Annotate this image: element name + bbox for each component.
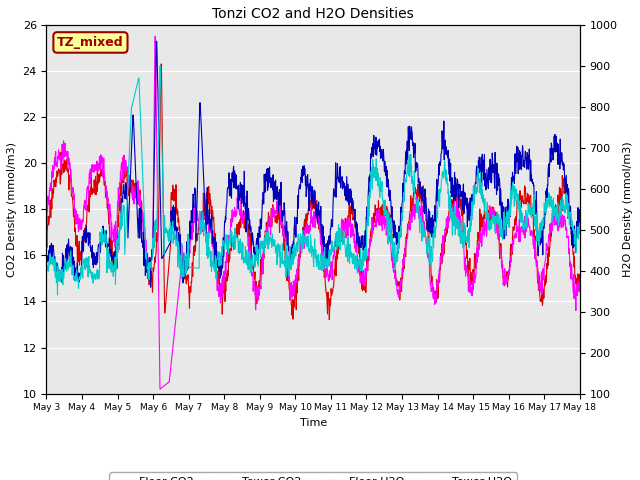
Floor CO2 bbox=[280, 247, 288, 253]
X-axis label: Time: Time bbox=[300, 418, 327, 428]
Tower H2O bbox=[291, 255, 298, 261]
Tower CO2 bbox=[156, 386, 164, 392]
Tower CO2 bbox=[43, 217, 51, 223]
Line: Tower CO2: Tower CO2 bbox=[47, 36, 580, 389]
Tower H2O bbox=[576, 221, 584, 227]
Floor H2O bbox=[281, 204, 289, 210]
Tower CO2 bbox=[151, 34, 159, 39]
Floor CO2 bbox=[269, 205, 277, 211]
Text: TZ_mixed: TZ_mixed bbox=[57, 36, 124, 49]
Tower H2O bbox=[106, 262, 114, 268]
Floor H2O bbox=[43, 264, 51, 270]
Line: Floor CO2: Floor CO2 bbox=[47, 64, 580, 320]
Legend: Floor CO2, Tower CO2, Floor H2O, Tower H2O: Floor CO2, Tower CO2, Floor H2O, Tower H… bbox=[109, 472, 516, 480]
Y-axis label: H2O Density (mmol/m3): H2O Density (mmol/m3) bbox=[623, 142, 633, 277]
Tower H2O bbox=[54, 292, 61, 298]
Floor H2O bbox=[269, 199, 277, 204]
Line: Tower H2O: Tower H2O bbox=[47, 66, 580, 295]
Floor H2O bbox=[84, 230, 92, 236]
Tower CO2 bbox=[291, 292, 298, 298]
Floor H2O bbox=[152, 38, 160, 44]
Tower H2O bbox=[281, 264, 289, 270]
Tower CO2 bbox=[347, 235, 355, 240]
Floor CO2 bbox=[326, 317, 333, 323]
Floor CO2 bbox=[106, 226, 113, 231]
Line: Floor H2O: Floor H2O bbox=[47, 41, 580, 287]
Floor H2O bbox=[106, 235, 113, 241]
Floor CO2 bbox=[290, 304, 298, 310]
Tower CO2 bbox=[269, 204, 277, 209]
Floor H2O bbox=[576, 207, 584, 213]
Y-axis label: CO2 Density (mmol/m3): CO2 Density (mmol/m3) bbox=[7, 142, 17, 277]
Floor CO2 bbox=[43, 234, 51, 240]
Floor H2O bbox=[147, 284, 154, 290]
Floor CO2 bbox=[347, 204, 355, 210]
Title: Tonzi CO2 and H2O Densities: Tonzi CO2 and H2O Densities bbox=[212, 7, 414, 21]
Floor CO2 bbox=[84, 203, 92, 209]
Tower CO2 bbox=[576, 280, 584, 286]
Floor CO2 bbox=[576, 279, 584, 285]
Floor H2O bbox=[291, 226, 298, 231]
Floor H2O bbox=[347, 186, 355, 192]
Tower H2O bbox=[269, 237, 277, 242]
Floor CO2 bbox=[157, 61, 165, 67]
Tower H2O bbox=[156, 63, 164, 69]
Tower CO2 bbox=[106, 223, 113, 228]
Tower H2O bbox=[43, 264, 51, 269]
Tower H2O bbox=[347, 254, 355, 260]
Tower H2O bbox=[84, 274, 92, 280]
Tower CO2 bbox=[84, 183, 92, 189]
Tower CO2 bbox=[281, 231, 289, 237]
